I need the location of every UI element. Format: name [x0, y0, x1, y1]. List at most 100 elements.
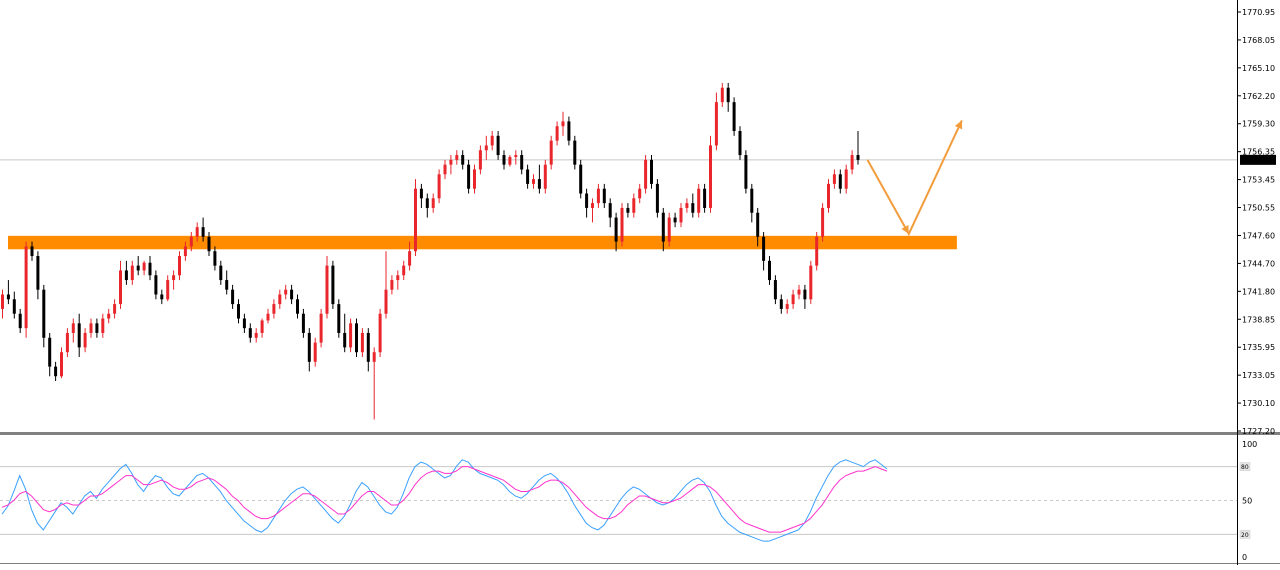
candle [290, 284, 294, 305]
osc-slow-line [1, 466, 888, 533]
price-panel[interactable] [0, 82, 1280, 435]
osc-tick-label: 100 [1242, 440, 1257, 449]
candle [331, 260, 335, 309]
price-tick-label: 1747.60 [1242, 231, 1275, 240]
candle [408, 241, 412, 271]
osc-level-box [1239, 462, 1251, 471]
candle-body [626, 207, 630, 213]
candle-body [201, 227, 205, 237]
candle [201, 217, 205, 242]
candle [396, 270, 400, 290]
oscillator-panel[interactable] [0, 459, 1280, 564]
candle-body [815, 236, 819, 266]
candle [195, 222, 199, 242]
candle [319, 308, 323, 348]
candle [526, 164, 530, 189]
candle-body [608, 203, 612, 218]
candle-body [750, 188, 754, 213]
candle-body [573, 140, 577, 165]
candle [284, 284, 288, 300]
candle [591, 198, 594, 223]
candle [455, 150, 459, 165]
candle-body [113, 304, 117, 314]
candle [101, 313, 105, 338]
candle [425, 193, 429, 218]
candle-body [148, 262, 152, 276]
candle-body [130, 265, 134, 281]
candle [24, 241, 28, 338]
candle [301, 308, 305, 338]
candle [142, 260, 146, 276]
candle-body [219, 265, 223, 281]
candle-body [455, 155, 459, 160]
candle-body [602, 188, 606, 204]
candle-body [720, 87, 724, 103]
candle-body [762, 236, 766, 261]
candle [679, 203, 683, 228]
candle [608, 198, 612, 228]
candle [119, 260, 122, 309]
candle [738, 126, 742, 160]
candle [697, 183, 701, 218]
price-tick-label: 1770.95 [1242, 8, 1275, 17]
candle [850, 150, 854, 175]
candle-body [402, 265, 406, 276]
candle-body [850, 155, 854, 170]
candle [561, 111, 565, 136]
candle [254, 328, 258, 343]
candle-body [726, 87, 730, 103]
candle-body [119, 270, 122, 305]
candle-body [661, 212, 665, 242]
candle [160, 289, 164, 305]
candle [136, 256, 140, 276]
candle-body [744, 155, 748, 189]
candle-body [797, 289, 801, 295]
candle-body [419, 188, 423, 199]
candle-body [95, 323, 99, 333]
candle-body [360, 332, 364, 353]
candle [685, 198, 689, 213]
candle-body [832, 174, 836, 184]
candle [785, 299, 789, 314]
price-tick-label: 1759.30 [1242, 120, 1275, 129]
candle [307, 328, 311, 372]
candle [473, 164, 476, 194]
candle [178, 251, 181, 281]
candle [614, 212, 618, 252]
candle-body [337, 304, 341, 333]
candle-body [60, 352, 63, 377]
candle [756, 207, 760, 247]
candle-body [225, 280, 229, 290]
candle [278, 289, 282, 309]
candle-body [266, 313, 270, 321]
candle [490, 131, 494, 151]
price-tick-label: 1730.10 [1242, 399, 1275, 408]
candle-body [555, 126, 559, 141]
candle [750, 183, 754, 223]
candle-body [638, 188, 642, 199]
candle [779, 294, 783, 314]
candle [549, 135, 553, 170]
candle-body [231, 289, 235, 305]
candle-body [48, 337, 52, 367]
candle [638, 183, 642, 204]
candle [620, 203, 624, 247]
candle-body [260, 320, 264, 333]
price-tick-label: 1727.20 [1242, 427, 1275, 436]
candle [48, 332, 52, 377]
candle-body [325, 265, 329, 314]
candle-body [178, 256, 181, 276]
candle [443, 159, 447, 180]
osc-fast-line [1, 459, 888, 542]
candle-body [414, 188, 417, 252]
candle-body [803, 289, 807, 300]
candle [673, 212, 677, 228]
candle-body [248, 328, 252, 338]
candle [744, 150, 748, 194]
candle [189, 231, 193, 252]
candle-body [791, 294, 795, 305]
candle-body [561, 121, 565, 127]
candle-body [567, 121, 571, 141]
